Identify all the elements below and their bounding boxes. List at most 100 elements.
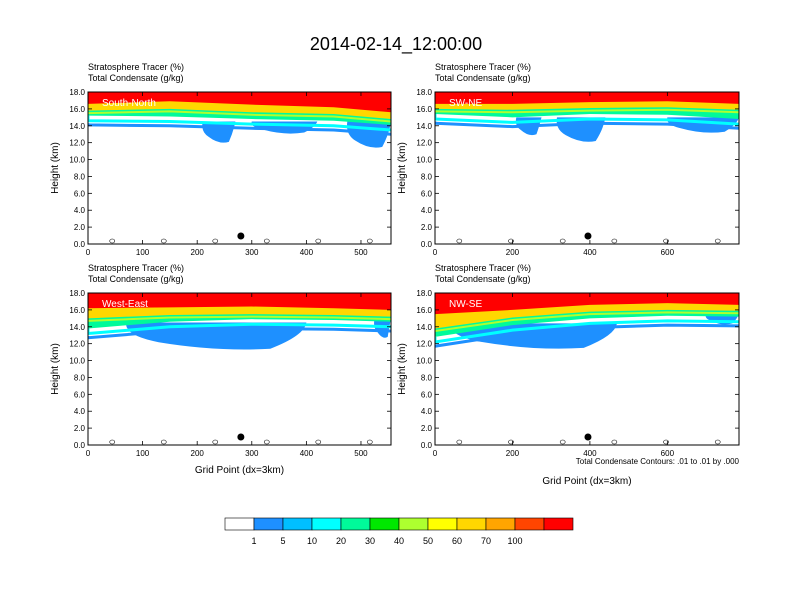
- colorbar-swatch-8: [456, 517, 487, 531]
- x-axis-label: Grid Point (dx=3km): [542, 476, 631, 487]
- x-tick-label: 200: [506, 449, 520, 458]
- colorbar-swatch-0: [224, 517, 255, 531]
- figure-title: 2014-02-14_12:00:00: [310, 34, 482, 55]
- tracer-edge-1: [88, 326, 391, 340]
- y-tick-label: 8.0: [421, 172, 433, 181]
- condensate-contour: [714, 439, 721, 445]
- condensate-contour: [315, 238, 322, 244]
- colorbar-label: 30: [365, 536, 375, 546]
- tracer-band-100: [88, 293, 391, 310]
- y-tick-label: 14.0: [416, 323, 432, 332]
- colorbar-swatch-1: [253, 517, 284, 531]
- y-tick-label: 2.0: [421, 223, 433, 232]
- colorbar-label: 100: [507, 536, 522, 546]
- y-tick-label: 4.0: [421, 206, 433, 215]
- y-axis-label: Height (km): [397, 142, 408, 194]
- tracer-edge-40: [435, 311, 739, 332]
- y-tick-label: 18.0: [416, 289, 432, 298]
- condensate-contour: [366, 238, 373, 244]
- panel-header-condensate: Total Condensate (g/kg): [435, 73, 531, 83]
- y-tick-label: 18.0: [69, 289, 85, 298]
- colorbar-label: 40: [394, 536, 404, 546]
- y-tick-label: 10.0: [69, 357, 85, 366]
- condensate-contour: [366, 439, 373, 445]
- y-tick-label: 0.0: [74, 441, 86, 450]
- x-tick-label: 300: [245, 449, 259, 458]
- y-tick-label: 16.0: [416, 306, 432, 315]
- y-tick-label: 4.0: [74, 206, 86, 215]
- colorbar-label: 20: [336, 536, 346, 546]
- panel-header-tracer: Stratosphere Tracer (%): [435, 62, 531, 72]
- colorbar-swatch-6: [398, 517, 429, 531]
- tracer-band-100: [435, 293, 739, 315]
- condensate-contour: [611, 238, 618, 244]
- condensate-contour: [559, 238, 566, 244]
- condensate-contour: [212, 439, 219, 445]
- plot-frame: [87, 91, 392, 245]
- condensate-contour: [508, 439, 514, 445]
- y-tick-label: 16.0: [416, 105, 432, 114]
- surface-marker: [584, 433, 592, 441]
- tracer-field: [435, 293, 739, 445]
- x-tick-label: 300: [245, 248, 259, 257]
- colorbar-swatch-7: [427, 517, 458, 531]
- y-tick-label: 0.0: [421, 240, 433, 249]
- x-tick-label: 500: [354, 449, 368, 458]
- condensate-contour: [263, 238, 270, 244]
- colorbar-label: 50: [423, 536, 433, 546]
- contour-note: Total Condensate Contours: .01 to .01 by…: [576, 457, 740, 466]
- y-tick-label: 12.0: [69, 340, 85, 349]
- condensate-contour: [456, 238, 463, 244]
- panel-header-tracer: Stratosphere Tracer (%): [435, 263, 531, 273]
- y-tick-label: 0.0: [421, 441, 433, 450]
- y-tick-label: 2.0: [74, 424, 86, 433]
- condensate-contour: [559, 439, 566, 445]
- y-tick-label: 12.0: [69, 139, 85, 148]
- tracer-edge-1: [435, 323, 739, 348]
- x-tick-label: 100: [136, 248, 150, 257]
- y-tick-label: 12.0: [416, 340, 432, 349]
- condensate-contour: [212, 238, 219, 244]
- panel-0: 0.0 2.0 4.0 6.0 8.0 10.0 12.0 14.0 16.0 18.0 0 100 2…: [50, 62, 392, 257]
- x-tick-label: 600: [661, 248, 675, 257]
- tracer-band-100: [435, 92, 739, 104]
- tracer-field: [88, 92, 391, 244]
- panels: 0.0 2.0 4.0 6.0 8.0 10.0 12.0 14.0 16.0 18.0 0 100 2…: [50, 62, 740, 487]
- y-tick-label: 12.0: [416, 139, 432, 148]
- tracer-edge-10: [88, 115, 391, 132]
- condensate-contour: [263, 439, 270, 445]
- y-tick-label: 10.0: [69, 156, 85, 165]
- y-tick-label: 6.0: [74, 390, 86, 399]
- panel-3: 0.0 2.0 4.0 6.0 8.0 10.0 12.0 14.0 16.0 18.0 0 200 4…: [397, 263, 740, 487]
- colorbar-label: 10: [307, 536, 317, 546]
- colorbar-swatch-3: [311, 517, 342, 531]
- condensate-contour: [160, 238, 167, 244]
- plot-frame: [434, 91, 740, 245]
- tracer-band-100: [88, 92, 391, 113]
- y-tick-label: 16.0: [69, 105, 85, 114]
- panel-label: SW-NE: [449, 98, 482, 109]
- panel-header-condensate: Total Condensate (g/kg): [435, 274, 531, 284]
- panel-label: South-North: [102, 98, 156, 109]
- x-tick-label: 0: [433, 449, 438, 458]
- tracer-edge-10: [435, 113, 739, 126]
- y-tick-label: 8.0: [421, 373, 433, 382]
- y-tick-label: 6.0: [421, 189, 433, 198]
- colorbar-swatch-11: [543, 517, 574, 531]
- panel-1: 0.0 2.0 4.0 6.0 8.0 10.0 12.0 14.0 16.0 18.0 0 200 4…: [397, 62, 740, 257]
- y-tick-label: 14.0: [416, 122, 432, 131]
- y-tick-label: 18.0: [69, 88, 85, 97]
- x-tick-label: 400: [583, 449, 597, 458]
- surface-marker: [237, 232, 245, 240]
- condensate-contour: [109, 238, 116, 244]
- x-tick-label: 100: [136, 449, 150, 458]
- tracer-edge-40: [88, 110, 391, 123]
- surface-marker: [237, 433, 245, 441]
- tracer-patch-1: [374, 318, 391, 338]
- condensate-contour: [508, 238, 514, 244]
- colorbar-swatch-2: [282, 517, 313, 531]
- x-tick-label: 400: [300, 248, 314, 257]
- colorbar-swatch-10: [514, 517, 545, 531]
- panel-label: West-East: [102, 299, 148, 310]
